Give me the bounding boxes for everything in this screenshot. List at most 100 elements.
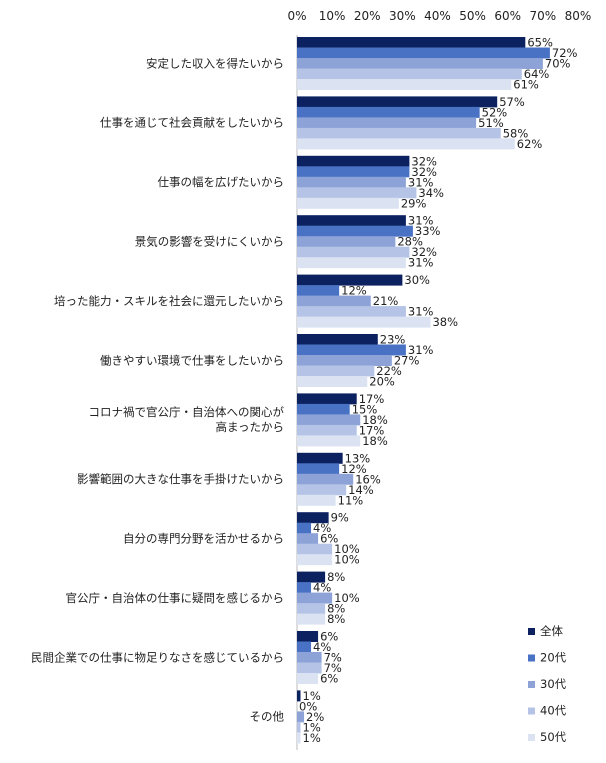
bar — [297, 187, 417, 199]
bar — [297, 257, 406, 269]
data-label: 6% — [320, 532, 338, 546]
data-label: 17% — [359, 392, 385, 406]
data-label: 10% — [334, 553, 360, 567]
bar — [297, 522, 312, 534]
data-label: 34% — [418, 186, 444, 200]
bar — [297, 376, 368, 387]
category-label: 仕事の幅を広げたいから — [158, 175, 285, 189]
data-label: 38% — [432, 315, 458, 329]
x-tick-label: 10% — [319, 9, 346, 23]
data-label: 31% — [408, 256, 434, 270]
data-label: 30% — [404, 273, 430, 287]
bar — [297, 494, 336, 506]
category-label: 影響範囲の大きな仕事を手掛けたいから — [77, 472, 284, 486]
data-label: 8% — [327, 570, 345, 584]
data-label: 10% — [334, 591, 360, 605]
data-label: 1% — [303, 720, 321, 734]
category-label: 民間企業での仕事に物足りなさを感じているから — [31, 650, 284, 664]
category-label: 安定した収入を得たいから — [146, 56, 284, 70]
data-label: 15% — [352, 402, 378, 416]
x-tick-label: 40% — [424, 9, 451, 23]
data-label: 52% — [482, 105, 508, 119]
bar — [297, 285, 340, 297]
category-label: 働きやすい環境で仕事をしたいから — [100, 353, 284, 367]
data-label: 7% — [324, 661, 342, 675]
data-label: 2% — [306, 710, 324, 724]
legend-label: 全体 — [540, 624, 563, 638]
bar — [297, 543, 333, 555]
bar — [297, 554, 333, 566]
data-label: 22% — [376, 364, 402, 378]
bar — [297, 215, 406, 227]
bar — [297, 47, 550, 59]
data-label: 18% — [362, 413, 388, 427]
data-label: 4% — [313, 521, 331, 535]
data-label: 6% — [320, 630, 338, 644]
bar — [297, 652, 322, 663]
bar — [297, 463, 340, 475]
bar — [297, 435, 361, 447]
data-label: 57% — [499, 95, 525, 109]
data-label: 16% — [355, 472, 381, 486]
bar — [297, 452, 343, 464]
data-label: 31% — [408, 214, 434, 228]
bar — [297, 592, 333, 604]
legend-swatch — [528, 681, 535, 688]
x-tick-label: 60% — [494, 9, 521, 23]
data-label: 58% — [503, 126, 529, 140]
data-label: 12% — [341, 462, 367, 476]
data-label: 31% — [408, 175, 434, 189]
data-label: 7% — [324, 651, 342, 665]
x-tick-label: 50% — [459, 9, 486, 23]
bar — [297, 732, 301, 744]
bar — [297, 37, 526, 48]
data-label: 32% — [411, 245, 437, 259]
legend-label: 40代 — [540, 704, 567, 718]
bar — [297, 58, 543, 69]
category-label: 自分の専門分野を活かせるから — [123, 531, 284, 545]
bar — [297, 344, 406, 356]
data-label: 12% — [341, 284, 367, 298]
data-label: 0% — [299, 699, 317, 713]
data-label: 70% — [545, 57, 571, 71]
data-label: 31% — [408, 305, 434, 319]
bar — [297, 166, 410, 178]
data-label: 62% — [517, 137, 543, 151]
bar — [297, 641, 312, 653]
bar — [297, 79, 512, 90]
bar — [297, 711, 305, 723]
data-label: 29% — [401, 196, 427, 210]
bar — [297, 662, 322, 674]
bar — [297, 197, 399, 209]
x-tick-label: 70% — [530, 9, 557, 23]
bar — [297, 631, 319, 642]
legend-label: 30代 — [540, 677, 567, 691]
bar — [297, 246, 410, 258]
x-tick-label: 20% — [354, 9, 381, 23]
category-label: コロナ禍で官公庁・自治体への関心が高まったから — [89, 405, 285, 434]
data-label: 32% — [411, 154, 437, 168]
legend-swatch — [528, 654, 535, 662]
data-label: 17% — [359, 423, 385, 437]
bar — [297, 138, 515, 150]
bar — [297, 571, 326, 583]
data-label: 10% — [334, 542, 360, 556]
data-label: 4% — [313, 581, 331, 595]
data-label: 18% — [362, 434, 388, 448]
bar — [297, 236, 396, 248]
bar — [297, 533, 319, 545]
bar — [297, 306, 406, 318]
data-label: 14% — [348, 483, 374, 497]
data-label: 23% — [380, 333, 406, 347]
bar — [297, 295, 371, 307]
bar — [297, 582, 312, 594]
data-label: 31% — [408, 343, 434, 357]
legend-label: 50代 — [540, 730, 567, 744]
legend-swatch — [528, 628, 535, 635]
bar — [297, 176, 406, 188]
category-label: 官公庁・自治体の仕事に疑問を感じるから — [66, 591, 285, 605]
bar — [297, 106, 480, 118]
bar — [297, 127, 501, 139]
data-label: 9% — [331, 511, 349, 525]
